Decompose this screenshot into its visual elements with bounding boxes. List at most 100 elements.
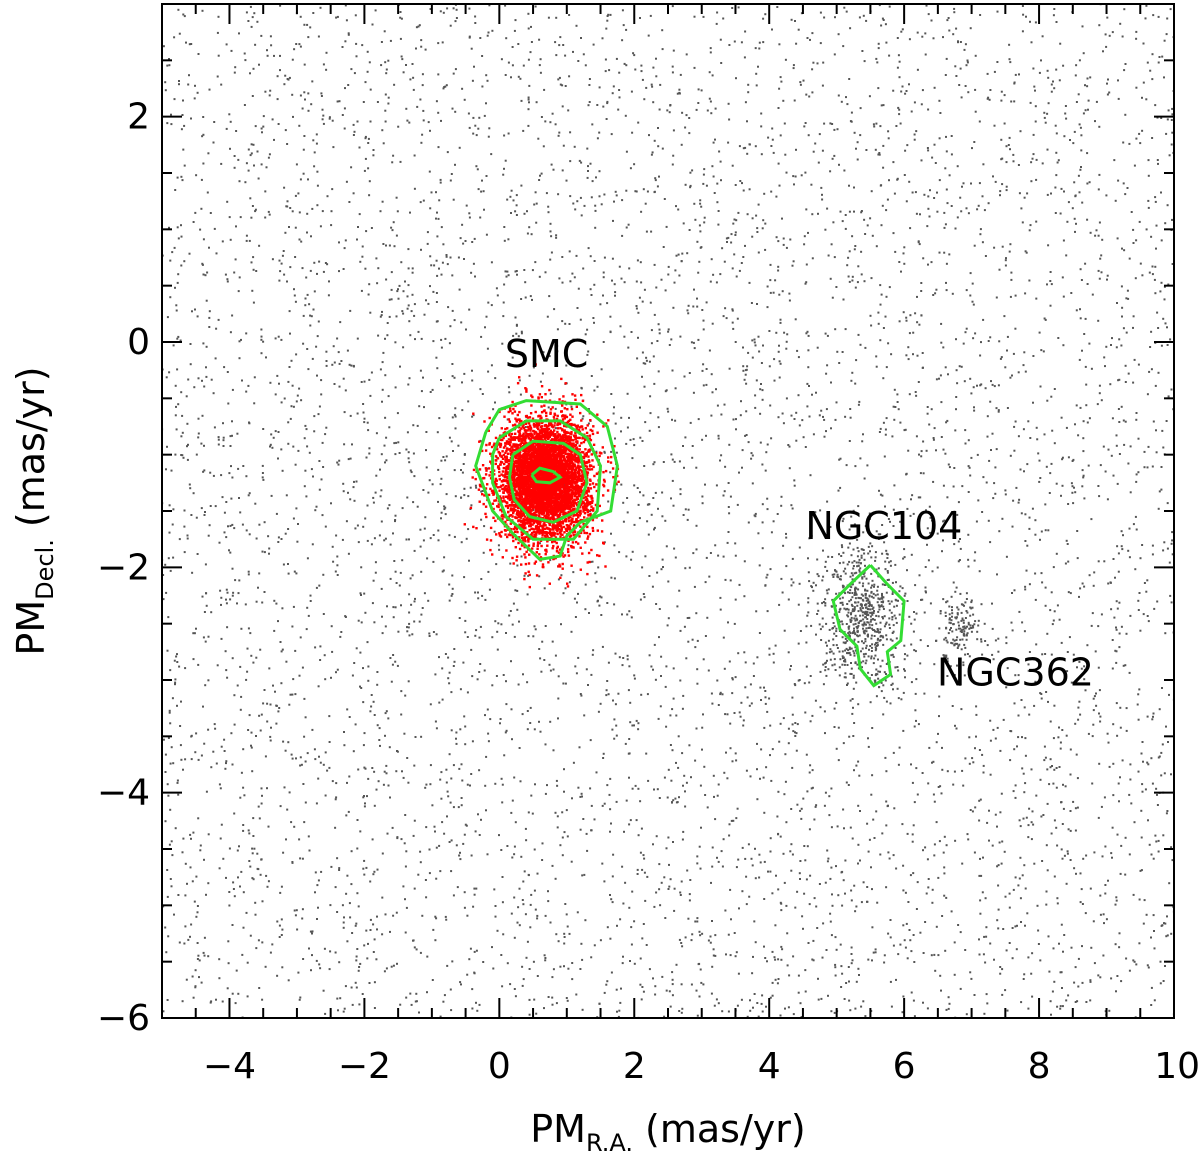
field-star-point (1171, 107, 1174, 110)
field-star-point (465, 204, 468, 207)
field-star-point (919, 662, 922, 665)
field-star-point (1075, 64, 1078, 67)
field-star-point (172, 508, 175, 511)
field-star-point (604, 70, 607, 73)
field-star-point (1001, 245, 1004, 248)
field-star-point (579, 693, 582, 695)
field-star-point (568, 323, 571, 325)
field-star-point (331, 780, 334, 783)
field-star-point (1115, 600, 1118, 603)
field-star-point (721, 693, 724, 696)
field-star-point (851, 275, 854, 278)
field-star-point (1142, 760, 1144, 763)
field-star-point (451, 587, 454, 590)
field-star-point (568, 932, 571, 935)
field-star-point (444, 459, 447, 462)
field-star-point (1090, 946, 1093, 949)
field-star-point (900, 270, 902, 273)
field-star-point (1085, 404, 1088, 407)
field-star-point (974, 88, 977, 91)
field-star-point (619, 918, 622, 921)
field-star-point (309, 324, 312, 327)
field-star-point (640, 281, 643, 284)
field-star-point (367, 429, 370, 432)
field-star-point (226, 371, 229, 373)
field-star-point (783, 793, 786, 796)
field-star-point (563, 768, 565, 771)
field-star-point (424, 48, 427, 51)
field-star-point (822, 922, 825, 925)
field-star-point (1065, 999, 1068, 1002)
field-star-point (432, 534, 435, 536)
field-star-point (299, 45, 302, 48)
field-star-point (763, 192, 766, 195)
field-star-point (603, 802, 606, 805)
field-star-point (925, 4, 928, 7)
field-star-point (1016, 745, 1018, 748)
field-star-point (225, 127, 228, 130)
field-star-point (742, 719, 745, 722)
field-star-point (532, 366, 535, 369)
field-star-point (743, 56, 746, 59)
field-star-point (902, 864, 905, 867)
field-star-point (1097, 816, 1100, 819)
field-star-point (665, 989, 668, 992)
field-star-point (1099, 894, 1102, 897)
field-star-point (367, 679, 370, 682)
field-star-point (295, 400, 298, 403)
field-star-point (281, 469, 284, 472)
field-star-point (807, 134, 810, 137)
field-star-point (245, 162, 248, 165)
field-star-point (603, 256, 606, 259)
field-star-point (742, 365, 745, 368)
field-star-point (373, 870, 376, 873)
field-star-point (1082, 52, 1085, 55)
field-star-point (1047, 935, 1050, 938)
field-star-point (979, 899, 982, 902)
field-star-point (514, 589, 517, 592)
field-star-point (841, 220, 844, 223)
field-star-point (809, 38, 811, 41)
field-star-point (977, 624, 980, 627)
field-star-point (626, 497, 629, 499)
field-star-point (360, 687, 363, 689)
field-star-point (1111, 337, 1113, 340)
field-star-point (792, 67, 795, 70)
field-star-point (347, 32, 350, 35)
field-star-point (199, 844, 202, 847)
field-star-point (932, 438, 935, 441)
field-star-point (403, 842, 406, 845)
field-star-point (757, 203, 760, 206)
field-star-point (687, 508, 690, 511)
field-star-point (369, 929, 372, 931)
field-star-point (443, 505, 446, 508)
field-star-point (877, 322, 880, 325)
field-star-point (342, 377, 345, 380)
field-star-point (841, 520, 844, 523)
field-star-point (538, 648, 541, 650)
field-star-point (187, 938, 190, 941)
field-star-point (233, 694, 236, 697)
field-star-point (630, 616, 633, 619)
field-star-point (799, 809, 802, 812)
field-star-point (306, 23, 309, 26)
field-star-point (653, 139, 656, 142)
field-star-point (884, 433, 887, 436)
field-star-point (1074, 966, 1077, 969)
field-star-point (408, 611, 411, 614)
field-star-point (964, 442, 967, 445)
field-star-point (766, 285, 769, 288)
field-star-point (270, 494, 273, 497)
field-star-point (297, 449, 300, 452)
field-star-point (1127, 372, 1130, 375)
field-star-point (696, 305, 699, 308)
field-star-point (284, 129, 287, 132)
field-star-point (1165, 33, 1168, 36)
field-star-point (510, 912, 513, 915)
field-star-point (1014, 327, 1017, 330)
field-star-point (675, 205, 677, 208)
field-star-point (306, 752, 309, 755)
field-star-point (719, 38, 722, 41)
field-star-point (387, 717, 390, 720)
field-star-point (435, 100, 438, 103)
